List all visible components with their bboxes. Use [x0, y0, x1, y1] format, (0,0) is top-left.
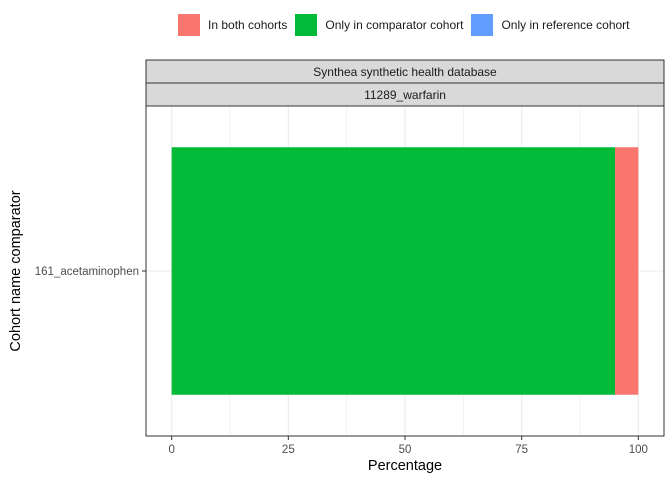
- bars: [171, 147, 639, 395]
- legend: In both cohorts Only in comparator cohor…: [178, 13, 638, 37]
- x-axis-ticks: 0 25 50 75 100: [168, 436, 648, 456]
- y-axis-title: Cohort name comparator: [8, 190, 24, 351]
- x-tick-label: 100: [629, 444, 648, 456]
- x-axis-title: Percentage: [368, 458, 442, 474]
- legend-item-reference: Only in reference cohort: [471, 14, 630, 36]
- legend-label-reference: Only in reference cohort: [501, 18, 630, 32]
- x-tick-label: 75: [515, 444, 528, 456]
- legend-label-comparator: Only in comparator cohort: [325, 18, 464, 32]
- legend-item-both: In both cohorts: [178, 14, 287, 36]
- legend-key-comparator: [295, 14, 318, 36]
- bar-in-both-cohorts: [615, 147, 639, 395]
- facet-strips: Synthea synthetic health database 11289_…: [145, 59, 665, 107]
- legend-label-both: In both cohorts: [208, 18, 288, 32]
- bar-only-in-comparator-cohort: [171, 147, 615, 395]
- x-tick-label: 50: [399, 444, 412, 456]
- y-tick-label: 161_acetaminophen: [35, 266, 139, 278]
- facet-strip-2-label: 11289_warfarin: [364, 88, 446, 102]
- x-tick-label: 25: [282, 444, 295, 456]
- legend-key-reference: [471, 14, 494, 36]
- legend-key-both: [178, 14, 200, 36]
- facet-strip-1-label: Synthea synthetic health database: [313, 65, 497, 79]
- x-tick-label: 0: [168, 444, 174, 456]
- legend-item-comparator: Only in comparator cohort: [295, 14, 463, 36]
- y-axis-ticks: 161_acetaminophen: [35, 266, 146, 278]
